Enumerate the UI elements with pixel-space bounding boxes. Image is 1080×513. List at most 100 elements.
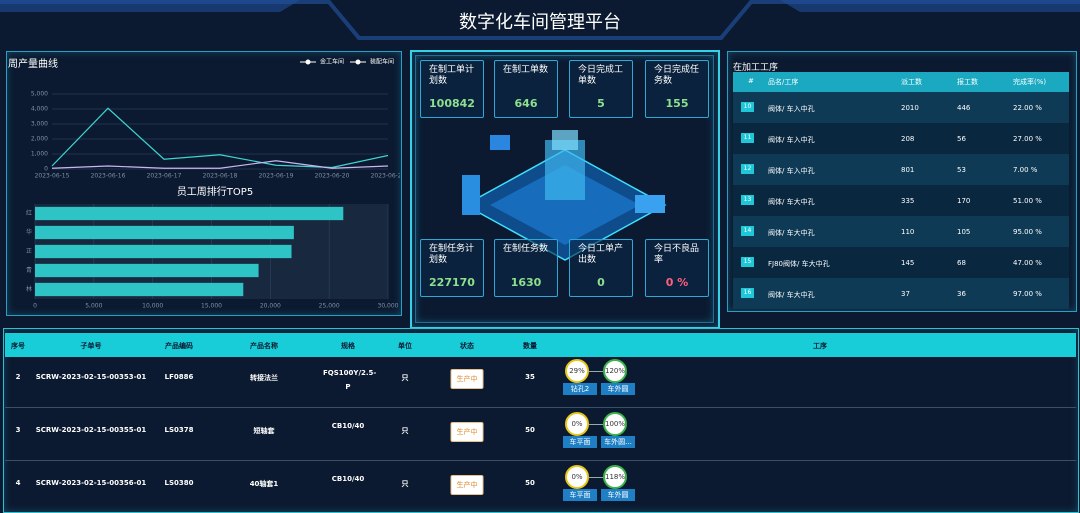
- y-tick-label: 3,000: [31, 121, 48, 128]
- center-inner: [415, 55, 714, 323]
- table-row: [733, 92, 1069, 123]
- bar: [35, 244, 292, 259]
- kpi-value: 1630: [510, 276, 542, 289]
- right-panel: [727, 51, 1077, 312]
- step-name: 车外圆: [601, 489, 635, 501]
- page-title: 数字化车间管理平台: [459, 12, 621, 33]
- device: [635, 195, 665, 213]
- kpi-value: 0 %: [665, 276, 689, 289]
- kpi-label: 今日不良品率: [654, 244, 700, 265]
- table-header: [733, 72, 1069, 92]
- illustration: [462, 130, 667, 261]
- table-cell: 22.00 %: [1013, 104, 1042, 112]
- column-header: 规格: [341, 342, 355, 350]
- column-header: 工序: [813, 342, 827, 350]
- x-tick-label: 5,000: [85, 303, 102, 310]
- x-tick-label: 30,000: [378, 303, 399, 310]
- header-bar: 数字化车间管理平台: [0, 0, 1080, 40]
- table-cell: 801: [901, 166, 915, 174]
- table-cell: 170: [957, 197, 971, 205]
- header-accent: [780, 0, 1080, 12]
- kpi-label: 在制工单计划数: [429, 65, 475, 86]
- status-badge: 生产中: [450, 369, 484, 389]
- table-cell: 4: [15, 479, 21, 487]
- table-cell: 446: [957, 104, 971, 112]
- kpi-label: 今日工单产出数: [578, 244, 624, 265]
- column-header: 序号: [11, 342, 25, 350]
- kpi-card: 今日工单产出数 0: [569, 239, 633, 297]
- table-row: [733, 185, 1069, 216]
- y-tick-label: 华: [26, 228, 32, 236]
- table-cell: 2010: [901, 104, 919, 112]
- table-cell: LF0886: [164, 373, 194, 381]
- table-cell: LS0380: [164, 479, 194, 487]
- table-cell: 阀体/ 车入中孔: [768, 167, 815, 175]
- chart-title: 周产量曲线: [8, 57, 58, 70]
- table-row: [733, 216, 1069, 247]
- table-cell: 51.00 %: [1013, 197, 1042, 205]
- legend-label: 金工车间: [320, 58, 344, 66]
- table-cell: 2: [15, 373, 21, 381]
- step-progress: 0%: [565, 465, 589, 489]
- kpi-card: 在制任务数 1630: [494, 239, 558, 297]
- kpi-card: 今日完成工单数 5: [569, 60, 633, 118]
- line-series: [51, 160, 389, 169]
- kpi-card: 在制任务计划数 227170: [420, 239, 484, 297]
- kpi-value: 155: [665, 97, 689, 110]
- x-tick-label: 2023-06-18: [203, 173, 238, 180]
- kpi-label: 今日完成工单数: [578, 65, 624, 86]
- bar-chart: 员工周排行TOP5 0 5,000 10,000 15,000 20,000 25,000 3…: [26, 185, 399, 310]
- table-cell: 阀体/ 车大中孔: [768, 229, 815, 237]
- x-tick-label: 2023-06-17: [147, 173, 182, 180]
- y-tick-label: 正: [26, 248, 32, 255]
- step-progress: 29%: [565, 359, 589, 383]
- row-index: 14: [741, 226, 754, 236]
- table-cell: 50: [525, 479, 535, 487]
- table-cell: LS0378: [164, 426, 194, 434]
- step-progress: 120%: [603, 359, 627, 383]
- y-tick-label: 青: [26, 266, 32, 274]
- kpi-value: 227170: [429, 276, 475, 289]
- tower-top: [552, 130, 578, 150]
- y-tick-label: 红: [26, 209, 32, 217]
- table-cell: 只: [401, 427, 409, 435]
- table-cell: 短轴套: [253, 427, 275, 435]
- table-cell: 335: [901, 197, 915, 205]
- y-tick-label: 林: [26, 285, 32, 293]
- table-cell: 105: [957, 228, 971, 236]
- table-cell: 7.00 %: [1013, 166, 1038, 174]
- column-header: 状态: [460, 342, 474, 350]
- line-series: [51, 107, 389, 169]
- table-cell: 47.00 %: [1013, 259, 1042, 267]
- x-tick-label: 25,000: [319, 303, 340, 310]
- row-index: 15: [741, 257, 754, 267]
- table-cell: 56: [957, 135, 966, 143]
- y-tick-label: 4,000: [31, 106, 48, 113]
- column-header: 报工数: [957, 78, 978, 86]
- status-badge: 生产中: [450, 475, 484, 495]
- kpi-card: 在制工单计划数 100842: [420, 60, 484, 118]
- kpi-card: 今日不良品率 0 %: [645, 239, 709, 297]
- status-badge: 生产中: [450, 422, 484, 442]
- table-cell: SCRW-2023-02-15-00355-01: [35, 426, 147, 434]
- table-cell: 阀体/ 车大中孔: [768, 198, 815, 206]
- column-header: #: [748, 77, 754, 85]
- x-tick-label: 2023-06-20: [315, 173, 350, 180]
- row-index: 10: [741, 102, 754, 112]
- chart-title: 员工周排行TOP5: [177, 185, 253, 198]
- column-header: 数量: [523, 342, 537, 350]
- step-progress: 118%: [603, 465, 627, 489]
- y-tick-label: 0: [44, 166, 48, 173]
- kpi-label: 在制任务数: [503, 244, 549, 254]
- kpi-label: 在制任务计划数: [429, 244, 475, 265]
- x-tick-label: 15,000: [201, 303, 222, 310]
- kpi-card: 在制工单数 646: [494, 60, 558, 118]
- row-index: 16: [741, 288, 754, 298]
- table-cell: FQS100Y/2.5-P: [323, 369, 377, 391]
- table-cell: SCRW-2023-02-15-00356-01: [35, 479, 147, 487]
- table-cell: 97.00 %: [1013, 290, 1042, 298]
- column-header: 单位: [398, 342, 412, 350]
- x-tick-label: 2023-06-19: [259, 173, 294, 180]
- x-tick-label: 0: [33, 303, 37, 310]
- x-tick-label: 10,000: [142, 303, 163, 310]
